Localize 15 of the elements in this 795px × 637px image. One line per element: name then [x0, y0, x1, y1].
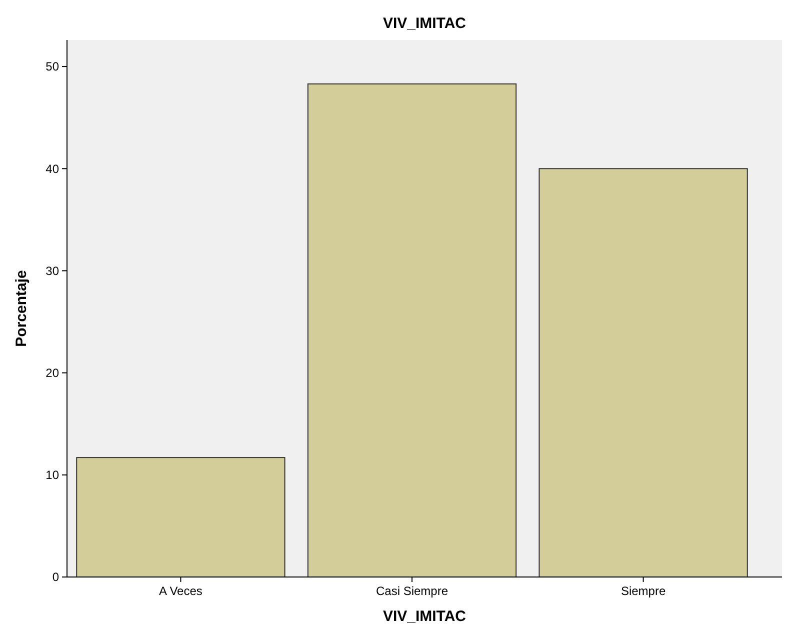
y-tick-label: 40 [46, 162, 60, 176]
y-tick-label: 0 [52, 570, 60, 584]
y-tick-label: 50 [46, 60, 60, 74]
chart-title: VIV_IMITAC [382, 15, 466, 32]
x-axis-title: VIV_IMITAC [382, 608, 466, 625]
bar [307, 83, 517, 578]
x-tick-label: Siempre [620, 584, 666, 598]
y-tick-label: 30 [46, 264, 60, 278]
x-tick-label: A Veces [159, 584, 202, 598]
y-tick-label: 20 [46, 366, 60, 380]
x-tick-label: Casi Siempre [376, 584, 448, 598]
bar [76, 457, 286, 578]
y-axis-title: Porcentaje [13, 270, 30, 347]
y-tick-label: 10 [46, 468, 60, 482]
bar [538, 168, 748, 578]
